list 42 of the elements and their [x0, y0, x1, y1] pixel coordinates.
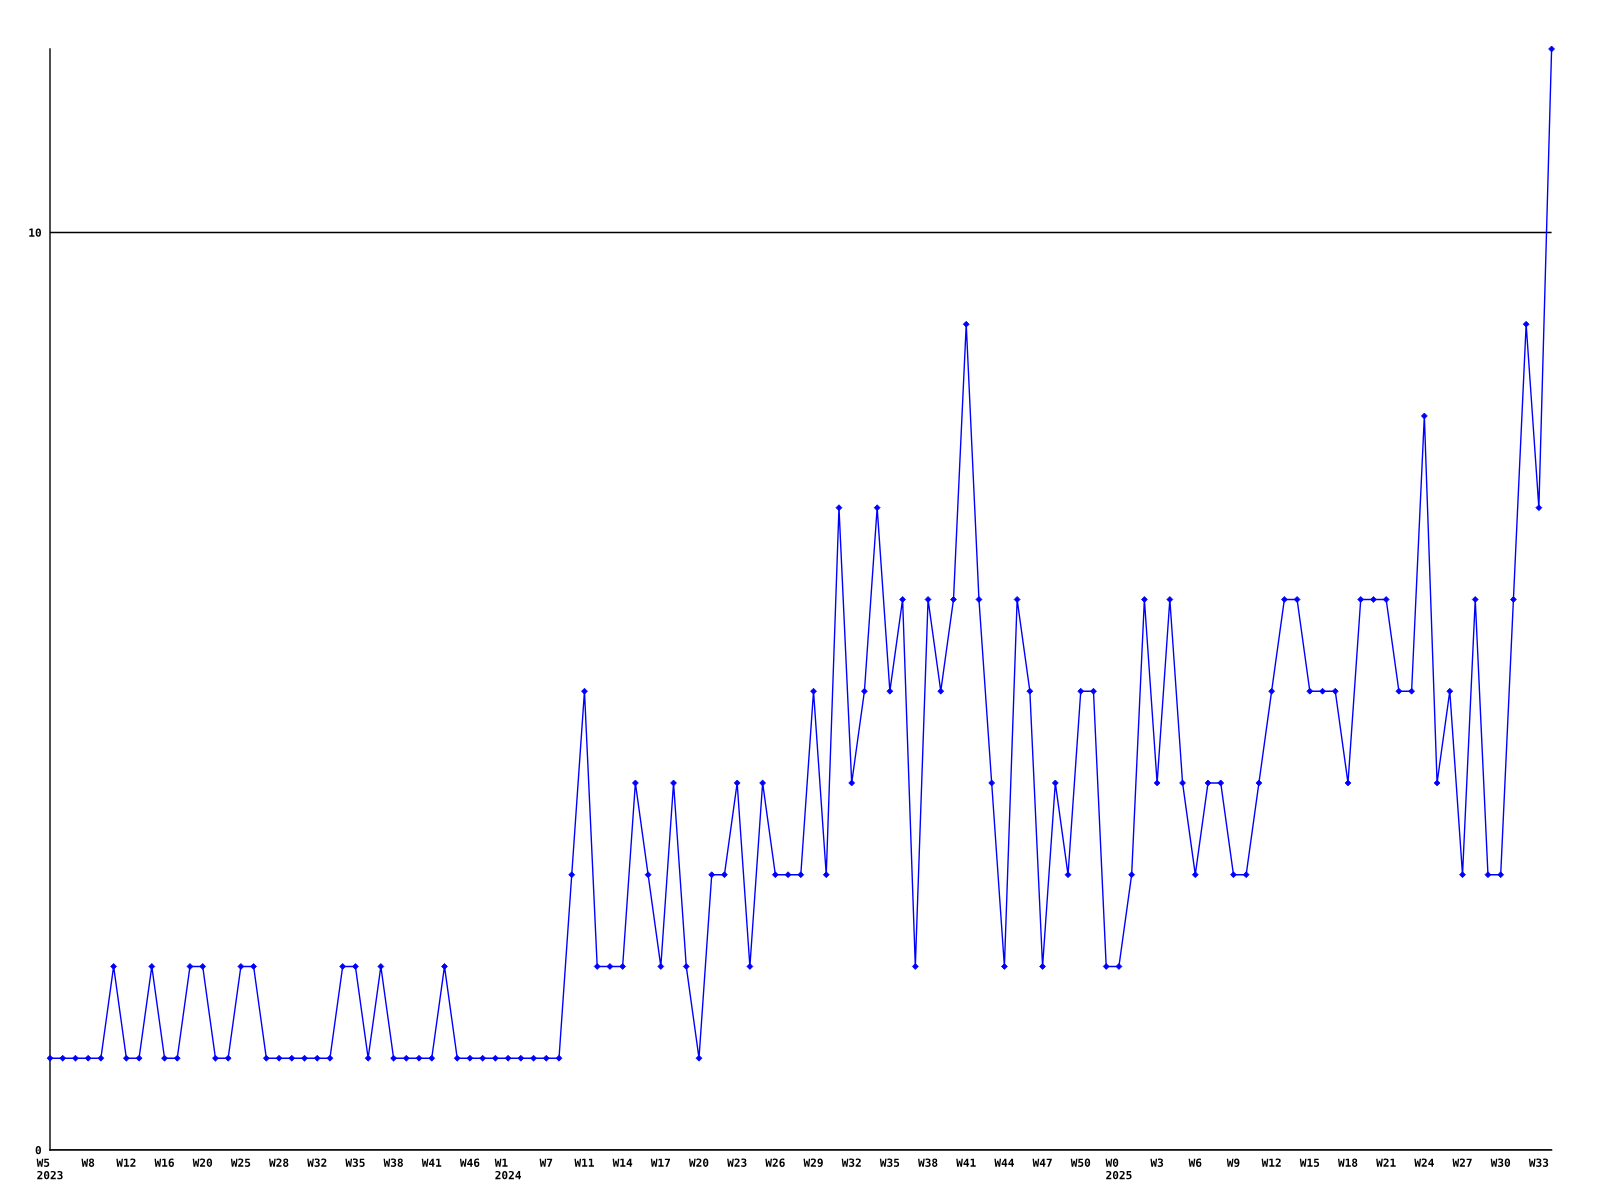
x-tick-label: W11	[574, 1158, 594, 1167]
x-tick-label: W27	[1452, 1158, 1472, 1167]
x-tick-label: W17	[650, 1158, 671, 1167]
x-tick-label: W21	[1376, 1158, 1396, 1167]
x-tick-label: W20	[688, 1158, 709, 1167]
x-tick-label: W32	[307, 1158, 327, 1167]
x-tick-label: W50	[1070, 1158, 1091, 1167]
x-tick-label: W8	[81, 1158, 95, 1167]
x-tick-label: W44	[994, 1158, 1014, 1167]
x-tick-label: W25	[230, 1158, 251, 1167]
x-tick-label: W47	[1032, 1158, 1052, 1167]
x-tick-label: W9	[1226, 1158, 1240, 1167]
x-tick-label: W7	[539, 1158, 553, 1167]
x-tick-label: W30	[1490, 1158, 1511, 1167]
x-tick-label: W14	[612, 1158, 633, 1167]
x-tick-label: W5 2023	[36, 1158, 63, 1180]
x-tick-label: W41	[421, 1158, 442, 1167]
x-tick-label: W18	[1337, 1158, 1358, 1167]
x-tick-label: W38	[383, 1158, 403, 1167]
x-tick-label: W16	[154, 1158, 174, 1167]
x-tick-label: W0 2025	[1105, 1158, 1132, 1180]
x-tick-label: W46	[459, 1158, 480, 1167]
x-tick-label: W3	[1150, 1158, 1164, 1167]
x-tick-label: W12	[1261, 1158, 1281, 1167]
x-tick-label: W32	[841, 1158, 861, 1167]
x-tick-label: W1 2024	[494, 1158, 521, 1180]
x-tick-label: W35	[879, 1158, 900, 1167]
y-tick-label: 10	[29, 228, 41, 237]
x-tick-label: W12	[116, 1158, 136, 1167]
x-tick-label: W41	[956, 1158, 976, 1167]
x-tick-label: W28	[269, 1158, 289, 1167]
x-tick-label: W33	[1528, 1158, 1549, 1167]
x-tick-label: W20	[192, 1158, 213, 1167]
x-tick-label: W35	[345, 1158, 365, 1167]
x-tick-label: W23	[727, 1158, 747, 1167]
y-tick-label: 0	[35, 1145, 41, 1155]
x-tick-label: W6	[1188, 1158, 1202, 1167]
x-tick-label: W29	[803, 1158, 823, 1167]
x-tick-label: W38	[918, 1158, 938, 1167]
x-tick-label: W26	[765, 1158, 785, 1167]
x-tick-label: W15	[1299, 1158, 1320, 1167]
x-tick-label: W24	[1414, 1158, 1434, 1167]
